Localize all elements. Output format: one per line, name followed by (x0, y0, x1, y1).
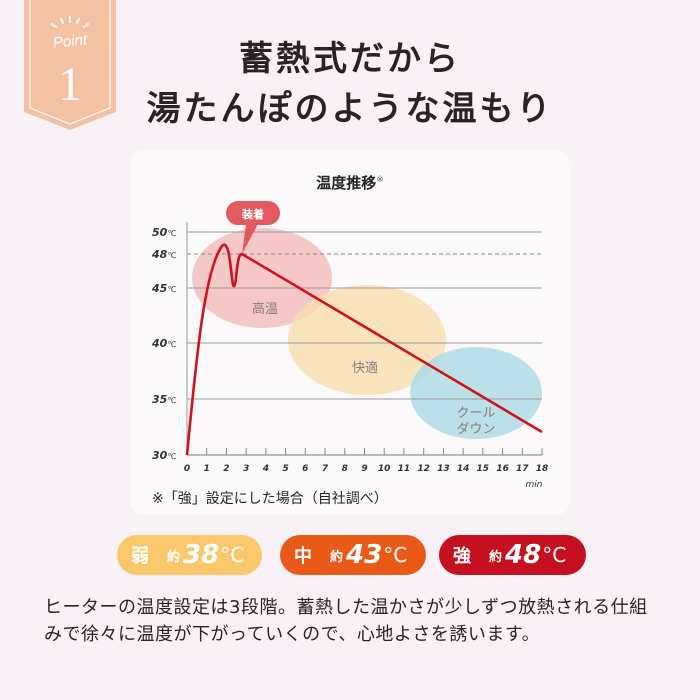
temperature-levels: 弱約 38 °C 中約 43 °C 強約 48 °C (117, 535, 587, 575)
svg-text:45℃: 45℃ (151, 282, 176, 295)
svg-text:1: 1 (204, 464, 210, 474)
svg-text:6: 6 (302, 464, 308, 474)
svg-text:4: 4 (262, 464, 269, 474)
svg-text:7: 7 (322, 464, 329, 474)
svg-text:13: 13 (437, 464, 450, 474)
svg-text:12: 12 (417, 464, 430, 474)
description-text: ヒーターの温度設定は3段階。蓄熱した温かさが少しずつ放熱される仕組みで徐々に温度… (44, 597, 648, 645)
svg-text:50℃: 50℃ (152, 226, 176, 239)
svg-text:48℃: 48℃ (151, 248, 176, 261)
svg-text:30℃: 30℃ (152, 449, 176, 462)
level-medium: 中約 43 °C (280, 535, 426, 575)
title-line-2: 湯たんぽのような温もり (146, 89, 554, 129)
zone-label-comfort: 快適 (352, 360, 378, 376)
point-badge: Point 1 (24, 0, 116, 130)
callout-label: 装着 (241, 207, 264, 221)
svg-text:14: 14 (457, 464, 470, 474)
zone-label-cool: クール (456, 406, 495, 421)
zone-comfort (288, 285, 446, 395)
svg-text:3: 3 (243, 464, 249, 474)
badge-number: 1 (58, 58, 82, 111)
page-title: 蓄熱式だから 湯たんぽのような温もり (0, 34, 700, 134)
level-low: 弱約 38 °C (117, 535, 262, 575)
svg-text:2: 2 (223, 464, 229, 474)
svg-text:min: min (526, 480, 543, 490)
zone-label-high: 高温 (252, 301, 278, 317)
zone-label-down: ダウン (456, 422, 495, 437)
svg-text:16: 16 (496, 464, 509, 474)
svg-text:35℃: 35℃ (152, 393, 176, 406)
svg-text:10: 10 (378, 464, 391, 474)
callout-bubble (226, 201, 280, 225)
title-line-1: 蓄熱式だから (239, 39, 461, 79)
svg-text:40℃: 40℃ (151, 337, 176, 350)
svg-text:18: 18 (536, 464, 549, 474)
chart-title: 温度推移※ (316, 174, 384, 192)
svg-text:0: 0 (184, 464, 190, 474)
zone-high (192, 228, 332, 328)
svg-text:15: 15 (477, 464, 490, 474)
temperature-line (185, 243, 543, 456)
svg-text:11: 11 (398, 464, 411, 474)
sparkle-icon (51, 16, 89, 28)
svg-text:8: 8 (342, 464, 348, 474)
chart-footnote: ※「強」設定にした場合（自社調べ） (152, 491, 388, 507)
svg-text:5: 5 (282, 464, 288, 474)
badge-label: Point (52, 31, 89, 52)
level-high: 強約 48 °C (439, 535, 586, 575)
svg-text:17: 17 (516, 464, 529, 474)
svg-text:9: 9 (361, 464, 367, 474)
